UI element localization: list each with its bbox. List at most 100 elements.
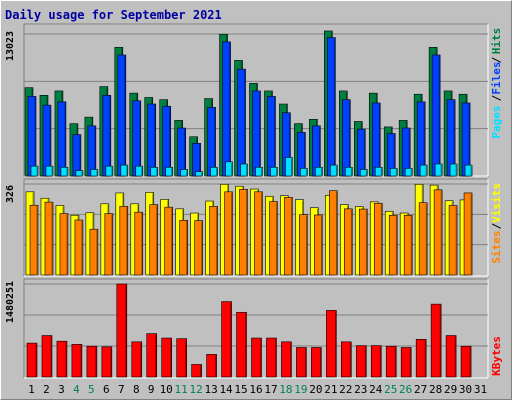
sites-bar — [59, 213, 69, 276]
kbytes-bar — [236, 311, 247, 378]
day-label: 4 — [73, 383, 80, 396]
sites-bar — [344, 208, 353, 276]
pages-bar — [90, 169, 99, 177]
kbytes-bar — [26, 342, 38, 378]
day-label: 18 — [279, 383, 292, 396]
hits-y-tick: 13023 — [5, 31, 16, 61]
pages-bar — [419, 164, 428, 177]
day-label: 2 — [43, 383, 50, 396]
pages-bar — [210, 166, 218, 177]
day-label: 3 — [58, 383, 65, 396]
visits-y-tick: 326 — [5, 185, 16, 203]
pages-bar — [464, 164, 473, 177]
sites-bar — [418, 202, 428, 276]
kbytes-bar — [206, 354, 217, 378]
pages-bar — [255, 166, 263, 177]
day-label: 24 — [369, 383, 383, 396]
day-label: 20 — [309, 383, 322, 396]
day-label: 10 — [160, 383, 173, 396]
legend-visits: Visits — [490, 183, 503, 223]
kbytes-bar — [116, 283, 128, 378]
sites-bar — [284, 197, 293, 276]
day-label: 30 — [459, 383, 472, 396]
pages-bar — [165, 166, 174, 177]
legend-sites: Sites — [490, 230, 503, 263]
pages-bar — [270, 166, 278, 177]
kbytes-bar — [191, 364, 202, 378]
sites-bar — [329, 190, 338, 276]
pages-bar — [434, 163, 443, 177]
day-label: 8 — [133, 383, 140, 396]
kbytes-bar — [266, 337, 277, 378]
sites-bar — [44, 201, 54, 276]
sites-bar — [299, 214, 308, 276]
day-label: 14 — [219, 383, 233, 396]
pages-bar — [105, 165, 114, 177]
pages-bar — [75, 170, 84, 177]
sites-bar — [433, 189, 443, 276]
day-label: 31 — [474, 383, 487, 396]
kbytes-bar — [101, 346, 113, 378]
day-label: 26 — [399, 383, 412, 396]
sites-bar — [164, 206, 174, 276]
kbytes-bar — [146, 333, 158, 378]
sites-bar — [403, 214, 413, 276]
kbytes-bar — [311, 347, 322, 378]
kbytes-bar — [161, 337, 173, 378]
pages-bar — [345, 166, 353, 177]
legend-files: Files — [490, 61, 503, 94]
kbytes-bar — [221, 301, 232, 378]
day-label: 25 — [384, 383, 397, 396]
pages-bar — [30, 165, 39, 177]
day-label: 23 — [354, 383, 367, 396]
sites-bar — [179, 219, 188, 276]
kbytes-bar — [176, 338, 187, 378]
sites-bar — [194, 220, 203, 276]
pages-bar — [449, 163, 458, 177]
day-label: 7 — [118, 383, 125, 396]
sites-bar — [119, 206, 129, 276]
sites-bar — [149, 204, 159, 276]
sites-bar — [224, 191, 233, 276]
sites-bar — [269, 201, 278, 276]
kbytes-bar — [86, 345, 98, 378]
pages-bar — [150, 166, 159, 177]
legend-separator: / — [490, 94, 503, 101]
chart-title: Daily usage for September 2021 — [5, 8, 222, 22]
kbytes-bar — [131, 341, 143, 378]
kbytes-bar — [355, 345, 367, 378]
day-label: 19 — [294, 383, 307, 396]
day-label: 28 — [429, 383, 442, 396]
pages-bar — [404, 168, 413, 177]
day-label: 1 — [28, 383, 35, 396]
pages-bar — [225, 161, 233, 177]
sites-bar — [74, 219, 84, 276]
pages-bar — [285, 157, 293, 177]
kbytes-bar — [430, 303, 442, 378]
sites-bar — [388, 214, 398, 276]
sites-bar — [29, 204, 39, 276]
pages-bar — [60, 166, 69, 177]
sites-bar — [314, 214, 323, 276]
pages-bar — [120, 164, 129, 177]
sites-bar — [134, 211, 144, 276]
day-label: 16 — [249, 383, 262, 396]
day-label: 6 — [103, 383, 110, 396]
kbytes-bar — [445, 335, 457, 378]
sites-bar — [373, 202, 383, 276]
kbytes-bar — [71, 344, 83, 378]
pages-bar — [300, 168, 308, 177]
day-label: 12 — [190, 383, 203, 396]
kbytes-y-tick: 1480251 — [5, 281, 16, 323]
day-label: 21 — [324, 383, 337, 396]
sites-bar — [358, 208, 368, 276]
kbytes-bar — [415, 339, 427, 378]
sites-bar — [209, 206, 218, 276]
pages-bar — [359, 169, 368, 177]
sites-bar — [239, 189, 248, 276]
pages-bar — [315, 166, 323, 177]
legend-separator: / — [490, 56, 503, 63]
day-label: 17 — [264, 383, 277, 396]
pages-bar — [389, 168, 398, 177]
kbytes-bar — [400, 347, 412, 378]
